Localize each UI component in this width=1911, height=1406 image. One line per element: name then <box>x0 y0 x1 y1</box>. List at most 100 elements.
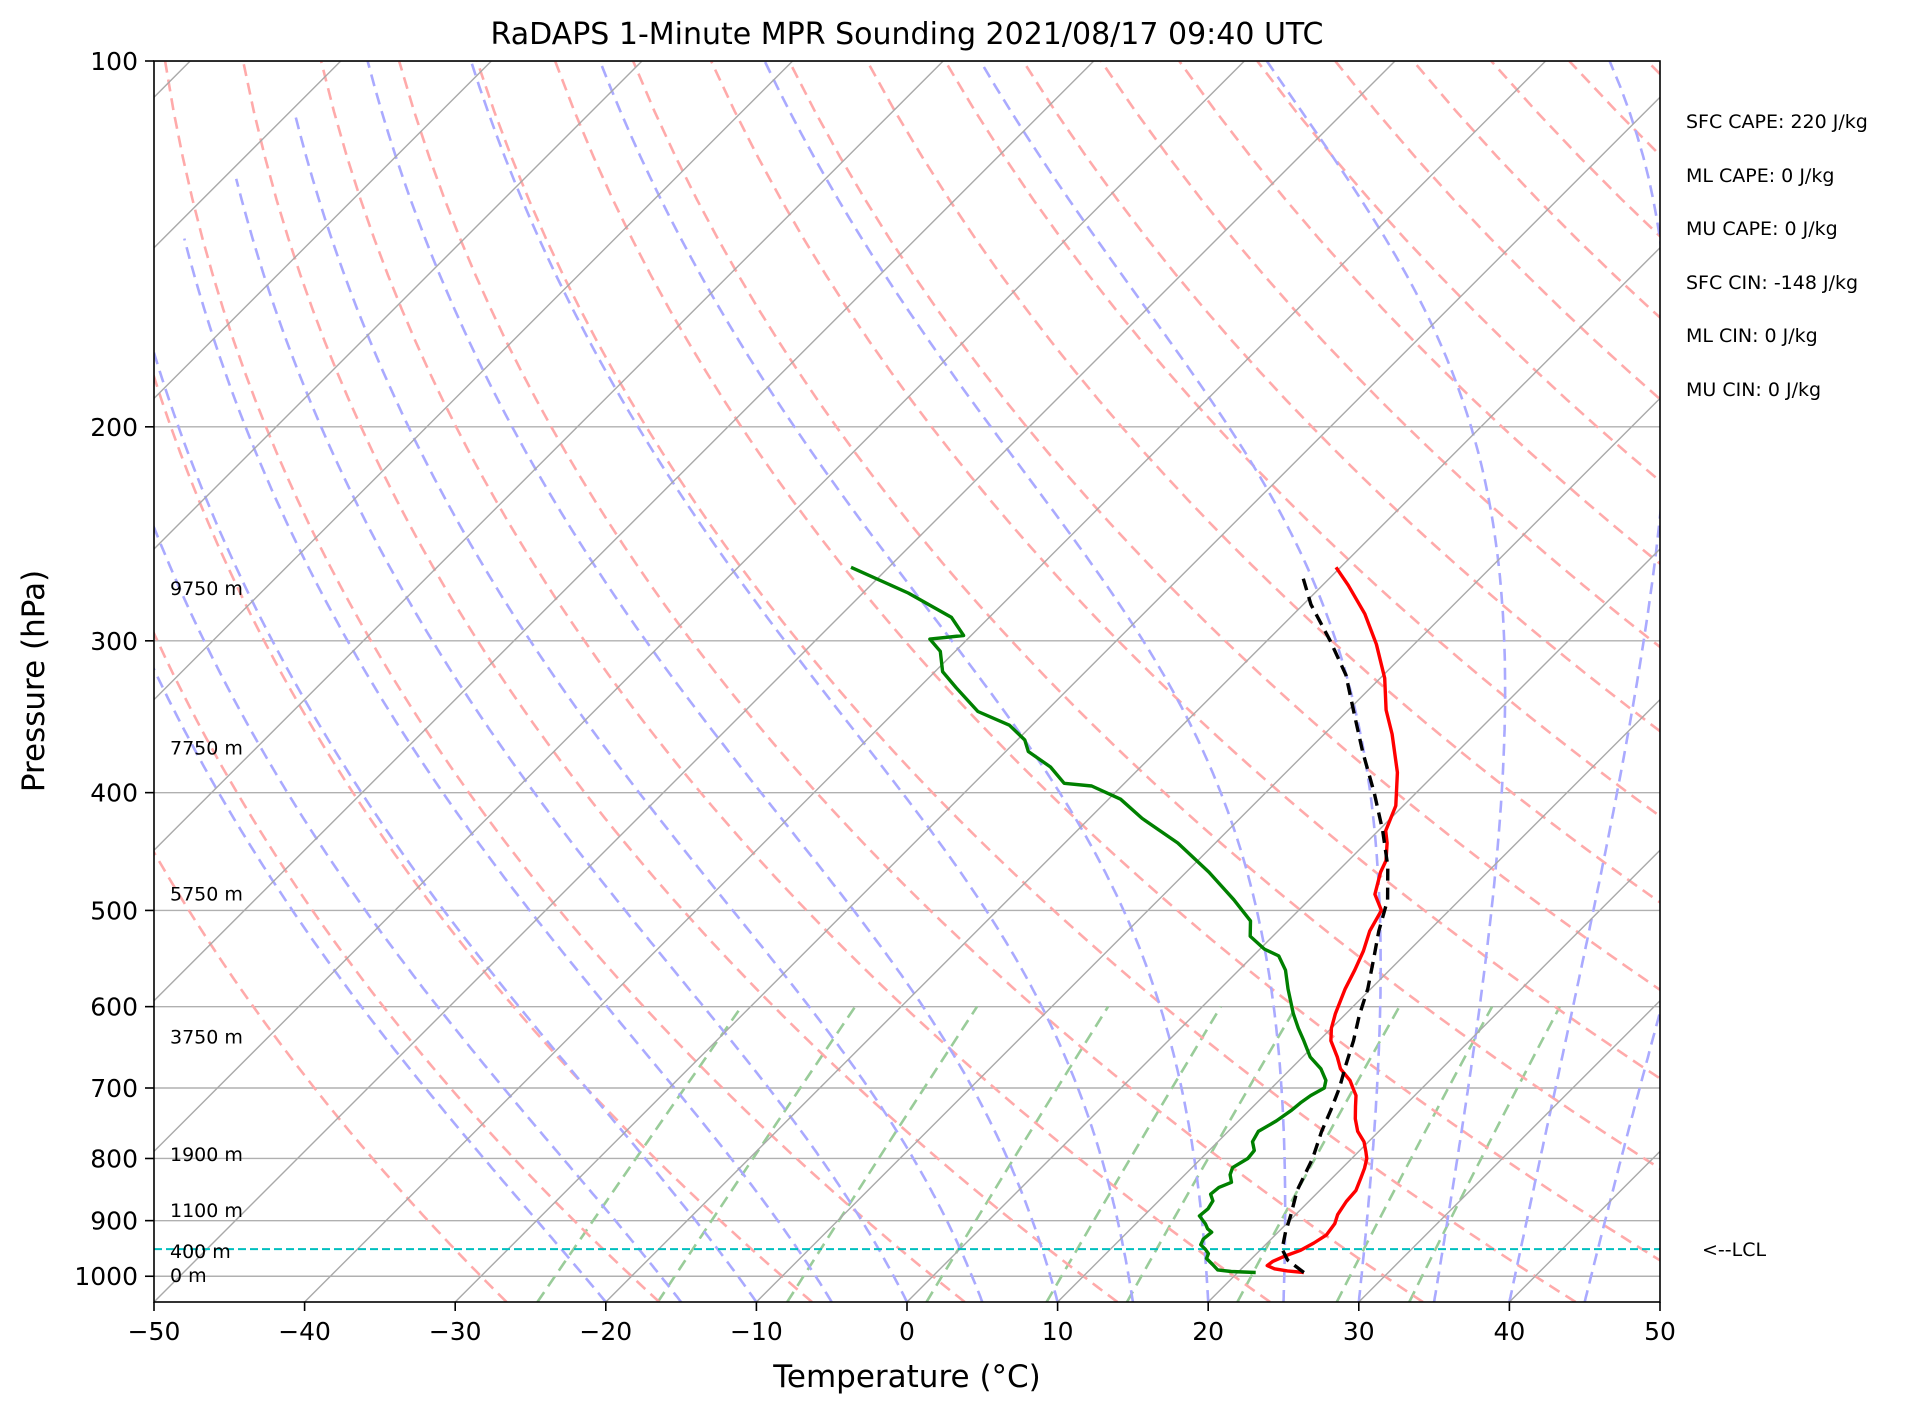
stat-ml-cape: ML CAPE: 0 J/kg <box>1686 165 1834 187</box>
moist-adiabat <box>154 666 607 1302</box>
dewpoint-profile-line <box>850 565 1328 1275</box>
dry-adiabat-lines <box>154 61 1911 1302</box>
isotherm--110 <box>154 61 492 400</box>
parcel-profile-line <box>1280 574 1390 1274</box>
y-tick-label: 200 <box>90 413 138 442</box>
stat-sfc-cape: SFC CAPE: 220 J/kg <box>1686 111 1868 133</box>
x-tick-label: −30 <box>429 1317 482 1346</box>
moist-adiabat <box>292 110 984 1302</box>
isotherm-30 <box>1358 999 1660 1302</box>
y-tick-label: 700 <box>90 1074 138 1103</box>
moist-adiabat <box>763 61 1287 1302</box>
y-axis-ticks: 100 200 300 400 500 600 700 800 900 1000 <box>74 47 154 1291</box>
height-label: 7750 m <box>170 738 243 760</box>
profile-series <box>850 565 1400 1275</box>
mixing-ratio-line <box>1408 1005 1561 1302</box>
moist-adiabat <box>979 61 1382 1302</box>
dry-adiabat <box>154 372 813 1302</box>
isotherm--60 <box>154 61 1245 1153</box>
x-tick-label: −20 <box>579 1317 632 1346</box>
moist-adiabat <box>1265 61 1507 1302</box>
height-label: 1900 m <box>170 1144 243 1166</box>
dry-adiabat <box>1490 61 1660 239</box>
isotherm--70 <box>154 61 1095 1002</box>
x-tick-label: 20 <box>1192 1317 1224 1346</box>
moist-adiabat <box>1583 1007 1660 1302</box>
moist-adiabat <box>469 61 1135 1302</box>
y-tick-label: 500 <box>90 896 138 925</box>
isotherm--100 <box>154 61 643 550</box>
dry-adiabat <box>865 61 1660 904</box>
isotherm-50 <box>1659 1301 1660 1302</box>
height-label: 5750 m <box>170 883 243 905</box>
moist-adiabat <box>234 178 909 1302</box>
x-tick-label: 40 <box>1493 1317 1525 1346</box>
isotherm--90 <box>154 61 794 701</box>
stat-sfc-cin: SFC CIN: -148 J/kg <box>1686 272 1858 294</box>
isotherm--30 <box>454 96 1660 1302</box>
y-tick-label: 400 <box>90 779 138 808</box>
isobar-gridlines <box>154 61 1660 1277</box>
dry-adiabat <box>1725 61 1911 1302</box>
height-label: 400 m <box>170 1241 231 1263</box>
dry-adiabat <box>1178 61 1660 566</box>
y-tick-label: 900 <box>90 1207 138 1236</box>
moist-adiabat <box>154 348 758 1302</box>
isotherm--40 <box>304 61 1547 1302</box>
height-label: 3750 m <box>170 1026 243 1048</box>
x-tick-label: 30 <box>1343 1317 1375 1346</box>
dry-adiabat <box>631 61 1660 1171</box>
x-tick-label: −40 <box>278 1317 331 1346</box>
x-axis-title: Temperature (°C) <box>772 1359 1041 1395</box>
temperature-profile-line <box>1265 566 1400 1275</box>
isotherm-40 <box>1508 1150 1660 1302</box>
x-tick-label: 50 <box>1644 1317 1676 1346</box>
isotherm-10 <box>1057 698 1660 1302</box>
isotherm-lines <box>154 61 1660 1302</box>
y-tick-label: 100 <box>90 47 138 76</box>
stability-indices: SFC CAPE: 220 J/kg ML CAPE: 0 J/kg MU CA… <box>1686 111 1868 401</box>
y-axis-title: Pressure (hPa) <box>16 570 52 792</box>
isotherm-20 <box>1207 849 1660 1302</box>
dry-adiabat <box>1334 61 1660 401</box>
mixing-ratio-line <box>1236 1005 1401 1302</box>
height-label: 9750 m <box>170 578 243 600</box>
isotherm--80 <box>154 61 944 852</box>
dry-adiabat <box>1100 61 1660 649</box>
mixing-ratio-line <box>1335 1005 1494 1302</box>
dry-adiabat <box>1646 61 1660 76</box>
x-tick-label: −50 <box>128 1317 181 1346</box>
y-tick-label: 600 <box>90 993 138 1022</box>
dry-adiabat <box>397 61 1424 1302</box>
y-tick-label: 1000 <box>74 1262 138 1291</box>
dry-adiabat <box>1022 61 1660 733</box>
chart-title: RaDAPS 1-Minute MPR Sounding 2021/08/17 … <box>491 17 1324 52</box>
stat-ml-cin: ML CIN: 0 J/kg <box>1686 325 1818 347</box>
moist-adiabat <box>1508 61 1660 1302</box>
stat-mu-cin: MU CIN: 0 J/kg <box>1686 379 1821 401</box>
height-label: 1100 m <box>170 1200 243 1222</box>
isotherm--10 <box>755 397 1660 1302</box>
x-tick-label: 0 <box>899 1317 915 1346</box>
mixing-ratio-line <box>925 1005 1110 1302</box>
mixing-ratio-line <box>536 1005 743 1302</box>
lcl-label: <--LCL <box>1702 1239 1766 1261</box>
dry-adiabat <box>154 630 661 1302</box>
dry-adiabat <box>1568 61 1660 158</box>
isotherm--50 <box>154 61 1396 1302</box>
dry-adiabat <box>553 61 1660 1262</box>
y-tick-label: 300 <box>90 627 138 656</box>
isotherm-0 <box>906 548 1660 1302</box>
dry-adiabat <box>154 849 508 1302</box>
height-label: 0 m <box>170 1265 207 1287</box>
x-axis-ticks: −50 −40 −30 −20 −10 0 10 20 30 40 50 <box>128 1302 1676 1346</box>
x-tick-label: 10 <box>1042 1317 1074 1346</box>
mixing-ratio-line <box>1125 1005 1298 1302</box>
stat-mu-cape: MU CAPE: 0 J/kg <box>1686 218 1838 240</box>
mixing-ratio-line <box>786 1005 979 1302</box>
mixing-ratio-line <box>656 1005 857 1302</box>
dry-adiabat <box>241 61 1119 1302</box>
